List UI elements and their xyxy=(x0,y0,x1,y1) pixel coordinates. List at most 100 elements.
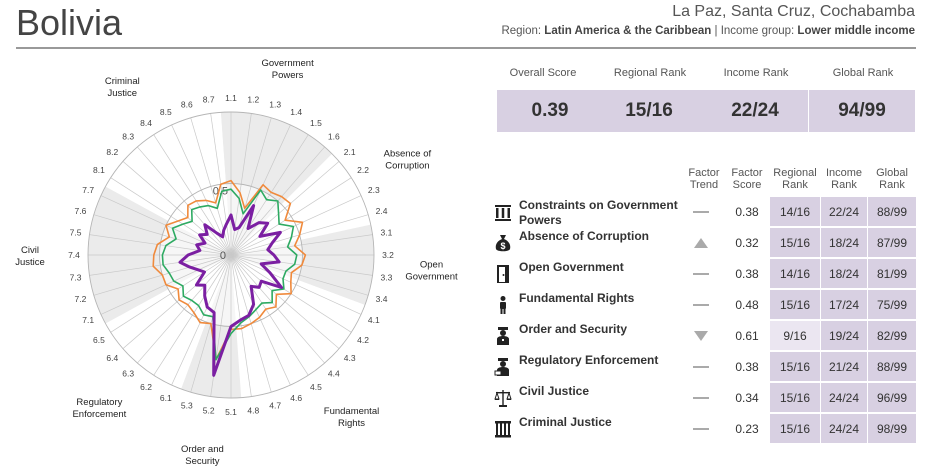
money-bag-icon: $ xyxy=(494,233,512,253)
person-icon xyxy=(494,295,512,315)
trend-flat-icon xyxy=(689,205,713,219)
tick-label: 7.4 xyxy=(68,250,80,260)
factor-name: Order and Security xyxy=(519,322,628,336)
tick-label: 8.4 xyxy=(140,118,152,128)
factor-row: Regulatory Enforcement 0.38 15/16 21/24 88/9… xyxy=(494,352,916,382)
factor-score: 0.48 xyxy=(735,298,759,312)
global-rank-cell: 87/99 xyxy=(868,228,916,257)
income-rank-cell: 24/24 xyxy=(821,414,867,443)
income-label: Income group: xyxy=(720,25,798,37)
income-rank-cell: 22/24 xyxy=(821,197,867,226)
scales-icon xyxy=(494,388,512,408)
series-region xyxy=(161,188,298,361)
tick-label: 4.1 xyxy=(368,315,380,325)
factor-row: $ Absence of Corruption 0.32 15/16 18/24 87/9… xyxy=(494,228,916,258)
factor-label: Criminal xyxy=(105,76,140,87)
factor-score: 0.23 xyxy=(735,422,759,436)
income-rank-cell: 24/24 xyxy=(821,383,867,412)
tick-label: 1.5 xyxy=(310,118,322,128)
regional-rank-cell: 15/16 xyxy=(770,228,820,257)
global-rank-cell: 82/99 xyxy=(868,321,916,350)
global-rank-cell: 96/99 xyxy=(868,383,916,412)
trend-down-icon xyxy=(689,329,713,343)
income-rank-cell: 18/24 xyxy=(821,228,867,257)
factor-score: 0.32 xyxy=(735,236,759,250)
tick-label: 3.2 xyxy=(382,250,394,260)
tick-label: 7.5 xyxy=(70,228,82,238)
tick-label: 5.1 xyxy=(225,407,237,417)
tick-label: 3.3 xyxy=(380,272,392,282)
factor-trend-header: Factor Trend xyxy=(688,167,720,191)
global-rank-cell: 81/99 xyxy=(868,259,916,288)
factor-score-header: Factor Score xyxy=(731,167,763,191)
country-title: Bolivia xyxy=(16,2,123,43)
factor-name: Open Government xyxy=(519,260,624,274)
regional-rank-value: 15/16 xyxy=(596,90,702,132)
trend-flat-icon xyxy=(689,267,713,281)
trend-up-icon xyxy=(689,236,713,250)
tick-label: 1.4 xyxy=(290,107,302,117)
tick-label: 7.7 xyxy=(82,185,94,195)
grid-ring xyxy=(87,111,375,399)
tick-label: 6.4 xyxy=(106,353,118,363)
factor-label: Constraints on xyxy=(257,55,318,57)
factor-label: Corruption xyxy=(385,161,429,172)
tick-label: 4.8 xyxy=(247,405,259,415)
global-rank-value: 94/99 xyxy=(809,90,915,132)
tick-label: 4.5 xyxy=(310,382,322,392)
ring-label-half: 0.5 xyxy=(213,186,228,198)
factor-name: Regulatory Enforcement xyxy=(519,353,659,367)
radar-chart: 0 0.5 1.1 1.2 1.3 1.4 1.5 1.6 2.12.2 2.3 2.4 3.1 3.2… xyxy=(15,55,458,467)
tick-label: 6.5 xyxy=(93,335,105,345)
trend-flat-icon xyxy=(689,298,713,312)
region-line: Region: Latin America & the Caribbean | … xyxy=(501,25,915,37)
tick-label: 2.2 xyxy=(357,165,369,175)
factor-label: Civil xyxy=(21,245,39,256)
factor-label: Government xyxy=(405,271,458,282)
trend-flat-icon xyxy=(689,422,713,436)
tick-label: 4.4 xyxy=(328,369,340,379)
factor-label: Fundamental xyxy=(324,406,379,417)
tick-label: 2.4 xyxy=(376,206,388,216)
regional-rank-cell: 14/16 xyxy=(770,197,820,226)
ring-label-0: 0 xyxy=(220,250,226,262)
inspector-icon xyxy=(494,357,512,377)
factor-name: Absence of Corruption xyxy=(519,229,650,243)
overall-score-value: 0.39 xyxy=(497,90,603,132)
factor-label: Rights xyxy=(338,418,365,429)
jail-icon xyxy=(494,419,512,439)
income-rank-header: Income Rank xyxy=(825,167,863,191)
regional-rank-cell: 9/16 xyxy=(770,321,820,350)
factor-score: 0.61 xyxy=(735,329,759,343)
regional-rank-cell: 15/16 xyxy=(770,352,820,381)
factor-label: Open xyxy=(420,259,443,270)
tick-label: 6.3 xyxy=(122,369,134,379)
tick-label: 7.3 xyxy=(70,272,82,282)
svg-text:$: $ xyxy=(500,241,505,251)
region-label: Region: xyxy=(501,25,545,37)
factor-name: Criminal Justice xyxy=(519,415,612,429)
trend-flat-icon xyxy=(689,360,713,374)
tick-label: 7.6 xyxy=(74,206,86,216)
global-rank-cell: 88/99 xyxy=(868,352,916,381)
tick-label: 1.6 xyxy=(328,131,340,141)
tick-label: 6.2 xyxy=(140,382,152,392)
factor-name: Constraints on Government Powers xyxy=(519,198,678,227)
door-icon xyxy=(494,264,512,284)
header-divider xyxy=(16,47,916,49)
tick-label: 6.1 xyxy=(160,393,172,403)
tick-label: 1.1 xyxy=(225,93,237,103)
factor-label: Absence of xyxy=(384,149,432,160)
factor-score: 0.34 xyxy=(735,391,759,405)
tick-label: 8.6 xyxy=(181,99,193,109)
income-rank-cell: 19/24 xyxy=(821,321,867,350)
global-rank-cell: 88/99 xyxy=(868,197,916,226)
regional-rank-cell: 15/16 xyxy=(770,383,820,412)
income-value: Lower middle income xyxy=(797,25,915,37)
tick-label: 8.3 xyxy=(122,131,134,141)
factor-score: 0.38 xyxy=(735,267,759,281)
factor-label: Order and xyxy=(181,444,224,455)
tick-label: 8.1 xyxy=(93,165,105,175)
tick-label: 3.1 xyxy=(380,228,392,238)
factor-label: Government xyxy=(261,58,314,69)
